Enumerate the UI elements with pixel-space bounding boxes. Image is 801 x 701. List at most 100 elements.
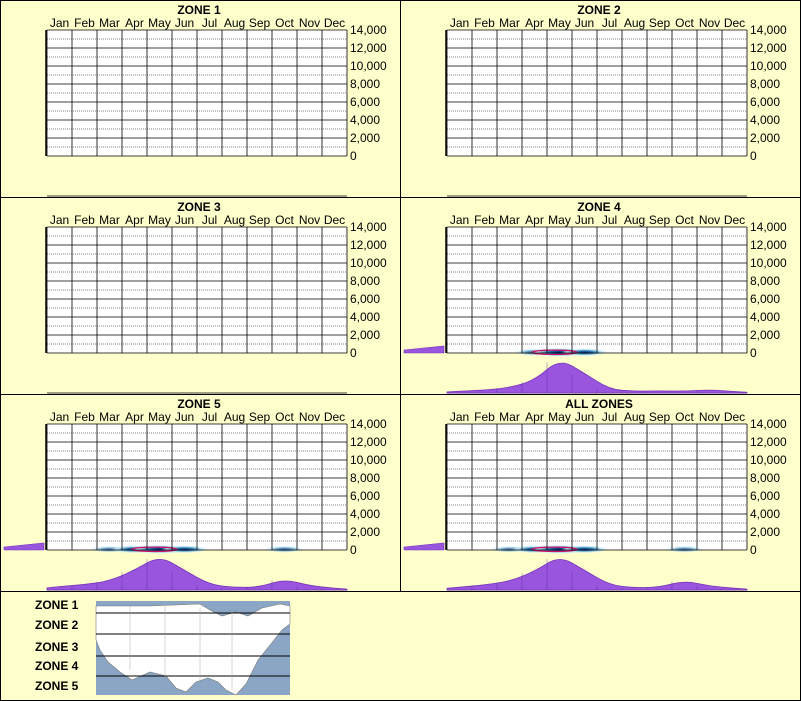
month-label: Jun [575,213,594,227]
month-label: Aug [624,410,645,424]
month-label: Jan [50,213,69,227]
y-tick-label: 0 [750,346,757,360]
y-tick-label: 6,000 [350,292,380,306]
y-tick-label: 8,000 [350,471,380,485]
month-label: Mar [499,213,520,227]
y-tick-label: 0 [350,543,357,557]
y-tick-label: 4,000 [750,310,780,324]
month-label: Jul [602,16,617,30]
month-label: Jul [202,213,217,227]
y-tick-label: 12,000 [750,41,787,55]
legend-zone-label: ZONE 2 [35,618,79,632]
month-label: May [548,213,571,227]
month-label: Nov [699,213,720,227]
y-tick-label: 6,000 [750,489,780,503]
month-label: Dec [724,16,745,30]
heat-peak [531,546,578,553]
y-tick-label: 6,000 [750,95,780,109]
legend-zone-label: ZONE 1 [35,598,79,612]
month-label: Jan [50,16,69,30]
month-label: Oct [275,410,294,424]
y-tick-label: 4,000 [350,507,380,521]
heat-peak [531,349,578,356]
y-tick-label: 8,000 [350,274,380,288]
month-label: May [148,213,171,227]
y-tick-label: 10,000 [750,453,787,467]
y-tick-label: 12,000 [350,41,387,55]
month-label: Aug [224,16,245,30]
month-label: Nov [299,16,320,30]
month-label: Dec [724,410,745,424]
y-tick-label: 2,000 [350,525,380,539]
month-label: Feb [474,213,495,227]
month-label: Dec [324,213,345,227]
month-label: Apr [525,213,544,227]
y-tick-label: 14,000 [750,220,787,234]
month-label: Jun [175,410,194,424]
month-label: Oct [675,213,694,227]
panel-title: ZONE 4 [577,200,621,214]
heat-cell [561,348,608,357]
month-label: Oct [675,410,694,424]
month-label: Apr [525,16,544,30]
month-label: Nov [299,410,320,424]
y-tick-label: 6,000 [350,489,380,503]
month-label: Mar [99,16,120,30]
month-label: Jun [575,16,594,30]
y-tick-label: 14,000 [750,23,787,37]
month-label: Nov [699,16,720,30]
y-tick-label: 0 [350,149,357,163]
month-label: Jun [575,410,594,424]
y-tick-label: 6,000 [750,292,780,306]
month-label: Feb [74,16,95,30]
panel-title: ZONE 5 [177,397,221,411]
y-tick-label: 14,000 [350,417,387,431]
y-tick-label: 10,000 [750,59,787,73]
month-label: Dec [724,213,745,227]
month-label: Feb [474,16,495,30]
legend-zone-label: ZONE 5 [35,679,79,693]
y-tick-label: 12,000 [350,238,387,252]
y-tick-label: 0 [750,543,757,557]
month-label: Sep [249,410,271,424]
y-tick-label: 10,000 [350,256,387,270]
y-tick-label: 6,000 [350,95,380,109]
legend-zone-label: ZONE 4 [35,659,79,673]
month-label: Oct [275,213,294,227]
month-label: Jul [602,213,617,227]
y-tick-label: 2,000 [750,131,780,145]
y-tick-label: 8,000 [750,77,780,91]
y-tick-label: 2,000 [350,131,380,145]
month-label: May [548,410,571,424]
month-label: Jul [202,410,217,424]
y-tick-label: 2,000 [750,525,780,539]
month-label: Apr [525,410,544,424]
heat-cell [665,545,704,553]
month-density-curve [446,362,748,394]
y-tick-label: 12,000 [750,435,787,449]
panel-title: ALL ZONES [565,397,633,411]
month-label: Jul [202,16,217,30]
month-label: Sep [249,213,271,227]
month-label: Jun [175,16,194,30]
month-label: Sep [649,16,671,30]
month-label: Nov [699,410,720,424]
month-label: Apr [125,213,144,227]
y-tick-label: 12,000 [750,238,787,252]
y-tick-label: 10,000 [750,256,787,270]
y-tick-label: 12,000 [350,435,387,449]
elevation-density-curve [403,542,445,551]
heat-peak [131,546,178,553]
month-label: Jan [450,213,469,227]
panel-title: ZONE 3 [177,200,221,214]
elevation-density-curve [403,345,445,354]
us-map-thumbnail [95,601,291,696]
zone-panel: ZONE 1 Jan Feb Mar Apr May Jun Jul Aug Sep Oct Nov D… [45,3,387,197]
y-tick-label: 14,000 [350,23,387,37]
y-tick-label: 4,000 [350,310,380,324]
y-tick-label: 4,000 [750,507,780,521]
month-label: Jan [50,410,69,424]
month-label: Feb [474,410,495,424]
month-label: Aug [624,16,645,30]
